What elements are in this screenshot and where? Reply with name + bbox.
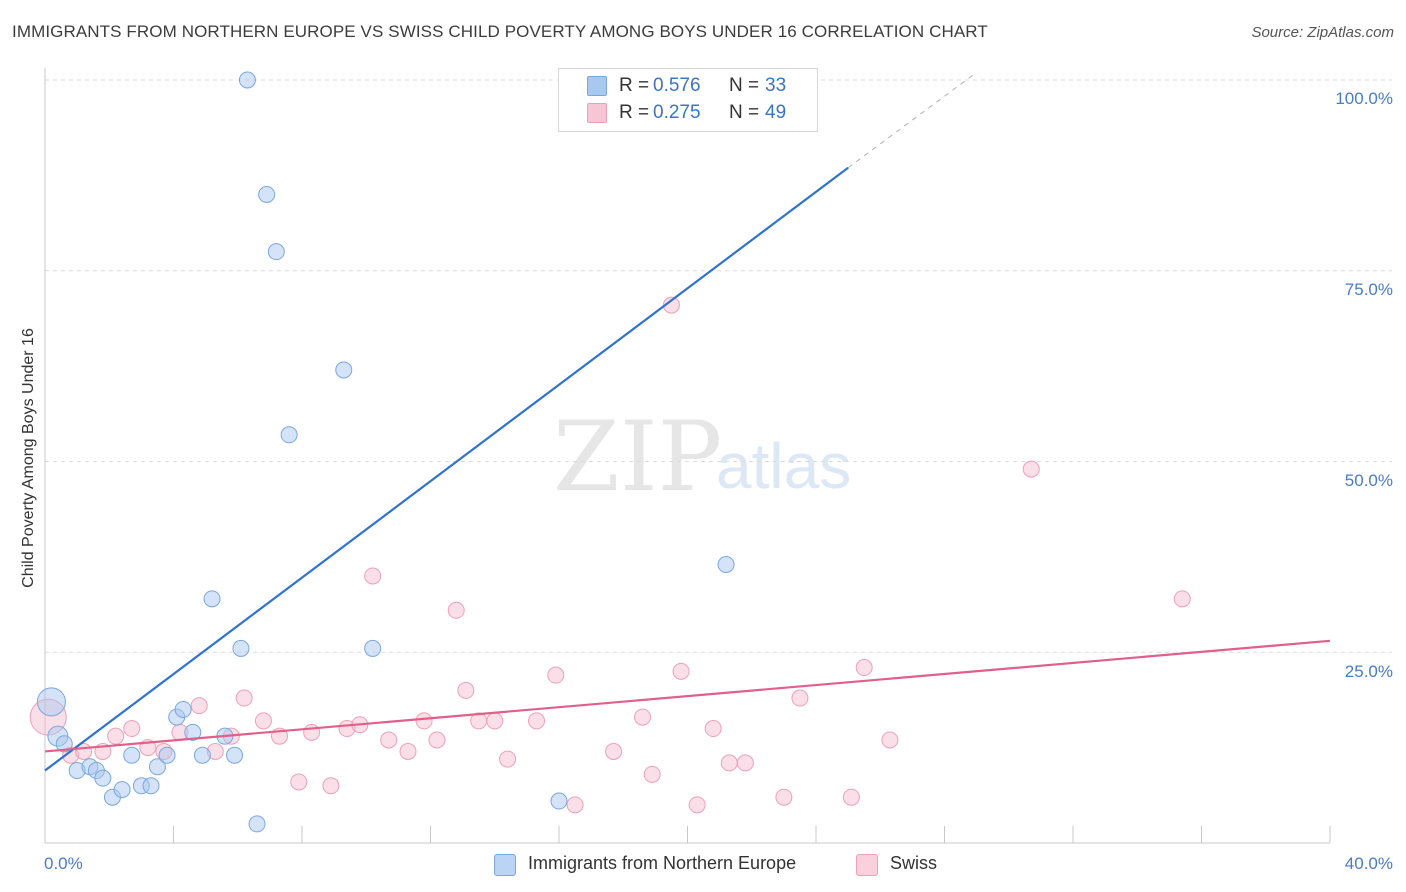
data-point (238, 71, 256, 89)
data-point (486, 712, 504, 730)
data-point (415, 712, 433, 730)
trend-line-swiss (44, 639, 1331, 753)
source-label: Source: ZipAtlas.com (1251, 24, 1394, 41)
data-point (428, 731, 446, 749)
y-tick-label: 50.0% (1345, 471, 1393, 490)
data-point (688, 796, 706, 814)
data-point (113, 781, 131, 799)
axis-labels: 100.0% 75.0% 50.0% 25.0% 0.0% 40.0% Child Pove… (20, 89, 1393, 873)
legend-n-value: 49 (765, 102, 787, 123)
data-point (881, 731, 899, 749)
bottom-legend-label-swiss: Swiss (890, 853, 938, 873)
data-point (123, 746, 141, 764)
data-point (736, 754, 754, 772)
data-point (717, 556, 735, 574)
data-point (193, 746, 211, 764)
y-tick-label: 100.0% (1335, 89, 1393, 108)
bottom-legend-swatch-pink (856, 854, 878, 876)
y-tick-label: 25.0% (1345, 662, 1393, 681)
data-point (672, 662, 690, 680)
correlation-legend: R = 0.576 N = 33 R = 0.275 N = 49 (558, 68, 818, 132)
legend-n-label: N = (729, 75, 760, 96)
data-point (107, 727, 125, 745)
data-point (855, 659, 873, 677)
data-point (550, 792, 568, 810)
data-point (203, 590, 221, 608)
data-point (322, 777, 340, 795)
trend-line-extension (847, 71, 977, 169)
legend-swatch-pink (587, 103, 607, 123)
data-point (123, 720, 141, 738)
data-point (36, 687, 66, 717)
data-point (605, 742, 623, 760)
data-point (499, 750, 517, 768)
data-point (704, 720, 722, 738)
data-point (335, 361, 353, 379)
watermark-zip: ZIP (553, 401, 722, 513)
data-point (184, 723, 202, 741)
data-point (280, 426, 298, 444)
watermark-atlas: atlas (716, 430, 851, 502)
data-point (55, 735, 73, 753)
data-point (528, 712, 546, 730)
data-point (634, 708, 652, 726)
watermark: ZIP atlas (553, 401, 851, 513)
data-point (447, 601, 465, 619)
bottom-legend-swatch-blue (494, 854, 516, 876)
data-point (267, 243, 285, 261)
y-axis-title: Child Poverty Among Boys Under 16 (20, 328, 37, 588)
bottom-legend-label-immigrants: Immigrants from Northern Europe (528, 853, 797, 873)
data-point (248, 815, 266, 833)
data-point (364, 639, 382, 657)
x-tick-label: 0.0% (44, 854, 83, 873)
data-point (399, 742, 417, 760)
data-point (258, 185, 276, 203)
legend-r-value: 0.576 (653, 75, 701, 96)
data-point (148, 758, 166, 776)
x-tick-label: 40.0% (1345, 854, 1393, 873)
data-point (643, 765, 661, 783)
data-point (720, 754, 738, 772)
legend-n-value: 33 (765, 75, 787, 96)
legend-r-label: R = (619, 102, 650, 123)
data-point (174, 700, 192, 718)
data-point (232, 639, 250, 657)
data-point (775, 788, 793, 806)
data-point (566, 796, 584, 814)
data-point (791, 689, 809, 707)
data-point (142, 777, 160, 795)
data-point (158, 746, 176, 764)
data-point (290, 773, 308, 791)
data-point (190, 697, 208, 715)
legend-swatch-blue (587, 76, 607, 96)
data-point (547, 666, 565, 684)
legend-n-label: N = (729, 102, 760, 123)
data-point (94, 769, 112, 787)
data-point (303, 723, 321, 741)
data-point (1022, 460, 1040, 478)
data-point (457, 681, 475, 699)
data-point (254, 712, 272, 730)
data-point (226, 746, 244, 764)
legend-r-value: 0.275 (653, 102, 701, 123)
data-point (1173, 590, 1191, 608)
y-tick-label: 75.0% (1345, 280, 1393, 299)
trend-lines (44, 71, 1331, 772)
chart-title: IMMIGRANTS FROM NORTHERN EUROPE VS SWISS… (12, 22, 988, 41)
data-point (364, 567, 382, 585)
legend-r-label: R = (619, 75, 650, 96)
trend-line-immigrants (44, 166, 849, 772)
data-point (842, 788, 860, 806)
data-point (380, 731, 398, 749)
data-point (235, 689, 253, 707)
